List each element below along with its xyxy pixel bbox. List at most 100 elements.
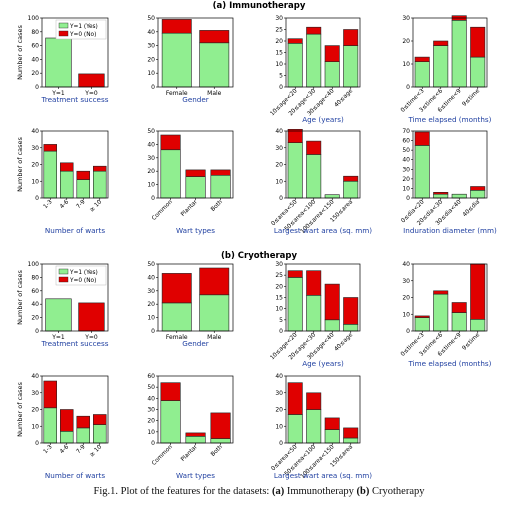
chart-0-2: 10≤age<2020≤age<3030≤age<4040≤age0510152… xyxy=(269,15,361,124)
legend-swatch-no xyxy=(58,276,69,283)
chart-0-4: 1-3 4-6 7-9 ≥ 10 0 10 20 30 40 Number of warts Num… xyxy=(16,128,109,235)
y-tick-label: 10 xyxy=(402,61,410,68)
bar-no-3 xyxy=(343,297,359,325)
bar-yes-2 xyxy=(210,174,231,199)
bar-yes-2 xyxy=(210,438,231,444)
y-tick-label: 10 xyxy=(31,423,39,430)
legend-label-yes: Y=1 (Yes) xyxy=(69,24,98,30)
y-tick-label: 20 xyxy=(147,168,155,175)
y-axis-label: Number of cases xyxy=(16,136,24,191)
bar-yes-1 xyxy=(306,294,322,332)
bar-yes-0 xyxy=(160,400,181,444)
bar-yes-0 xyxy=(287,277,303,332)
y-tick-label: 10 xyxy=(275,61,283,68)
bar-no-1 xyxy=(306,26,322,35)
y-tick-label: 20 xyxy=(402,38,410,45)
bar-yes-0 xyxy=(161,302,192,332)
legend-swatch-no xyxy=(58,30,69,37)
y-tick-label: 60 xyxy=(31,288,39,295)
chart-1-3: 0≤time<33≤time<66≤time<99≤time010203040T… xyxy=(400,261,492,368)
section-title: (b) Cryotherapy xyxy=(221,251,298,261)
x-tick-label: Y=0 xyxy=(84,334,98,341)
y-tick-label: 0 xyxy=(279,328,283,335)
x-tick-label: Both xyxy=(210,199,224,213)
bar-yes-1 xyxy=(306,33,322,88)
y-tick-label: 0 xyxy=(151,440,155,447)
y-tick-label: 40 xyxy=(275,128,283,135)
y-tick-label: 40 xyxy=(147,29,155,36)
x-tick-label: 40≤dia xyxy=(462,199,481,218)
x-axis-label: Largest wart area (sq. mm) xyxy=(274,471,372,480)
bar-yes-1 xyxy=(199,42,230,88)
plot-frame xyxy=(157,263,234,332)
x-tick-label: Common xyxy=(151,444,174,467)
x-tick-label: 40≤age xyxy=(334,332,355,353)
plot-frame xyxy=(412,263,488,332)
x-axis-label: Wart types xyxy=(176,226,215,235)
bar-yes-3 xyxy=(470,190,486,199)
y-tick-label: 60 xyxy=(147,373,155,380)
y-tick-label: 10 xyxy=(147,315,155,322)
bar-yes-0 xyxy=(160,149,181,199)
y-tick-label: 20 xyxy=(275,407,283,414)
bar-no-3 xyxy=(470,26,486,58)
plot-frame xyxy=(41,17,109,88)
bar-no-1 xyxy=(306,392,322,410)
y-tick-label: 0 xyxy=(151,195,155,202)
y-tick-label: 0 xyxy=(151,84,155,91)
y-tick-label: 25 xyxy=(275,27,283,34)
bar-no-1 xyxy=(185,169,206,177)
caption-b-tag: (b) xyxy=(356,486,370,497)
bar-no-1 xyxy=(185,432,206,437)
y-tick-label: 20 xyxy=(402,176,410,183)
bar-no-0 xyxy=(43,144,57,152)
plot-frame xyxy=(157,130,234,199)
x-tick-label: Y=1 xyxy=(51,90,65,97)
x-tick-label: Plantar xyxy=(180,199,199,218)
plot-frame xyxy=(412,17,488,88)
bar-yes-3 xyxy=(470,56,486,88)
bar-yes-0 xyxy=(287,414,303,444)
y-tick-label: 30 xyxy=(147,43,155,50)
y-tick-label: 10 xyxy=(275,306,283,313)
x-axis-label: Largest wart area (sq. mm) xyxy=(274,226,372,235)
bar-no-2 xyxy=(324,45,340,62)
y-tick-label: 15 xyxy=(275,295,283,302)
bar-yes-2 xyxy=(324,429,340,444)
chart-1-1: Female Male 0 10 20 30 40 50 Gender xyxy=(147,261,234,348)
bar-yes-2 xyxy=(324,319,340,332)
y-tick-label: 30 xyxy=(31,145,39,152)
y-tick-label: 30 xyxy=(275,145,283,152)
y-tick-label: 10 xyxy=(402,185,410,192)
bar-no-2 xyxy=(324,417,340,430)
y-tick-label: 50 xyxy=(147,384,155,391)
bar-yes-3 xyxy=(343,181,359,199)
y-tick-label: 20 xyxy=(275,162,283,169)
bar-yes-0 xyxy=(43,407,57,444)
bar-no-1 xyxy=(306,140,322,155)
x-tick-label: Plantar xyxy=(180,444,199,463)
y-tick-label: 30 xyxy=(147,288,155,295)
y-tick-label: 0 xyxy=(279,440,283,447)
x-axis-label: Age (years) xyxy=(302,115,344,124)
plot-frame xyxy=(285,263,361,332)
y-tick-label: 40 xyxy=(31,373,39,380)
legend: Y=1 (Yes) Y=0 (No) xyxy=(55,265,107,286)
bar-yes-3 xyxy=(343,45,359,88)
y-axis-label: Number of cases xyxy=(16,381,24,436)
bar-no-2 xyxy=(76,415,91,429)
bar-no-0 xyxy=(161,19,192,34)
bar-no-0 xyxy=(287,38,303,44)
y-axis-label: Number of cases xyxy=(16,269,24,324)
bar-no-1 xyxy=(433,192,449,195)
y-tick-label: 80 xyxy=(31,29,39,36)
bar-yes-0 xyxy=(43,150,57,199)
chart-1-5: Common Plantar Both 0 10 20 30 40 50 60 Wart types xyxy=(147,373,234,480)
caption-b-name: Cryotherapy xyxy=(369,486,425,497)
plot-frame xyxy=(285,130,361,199)
y-tick-label: 30 xyxy=(147,407,155,414)
y-tick-label: 20 xyxy=(31,162,39,169)
y-tick-label: 20 xyxy=(31,407,39,414)
y-tick-label: 10 xyxy=(147,429,155,436)
